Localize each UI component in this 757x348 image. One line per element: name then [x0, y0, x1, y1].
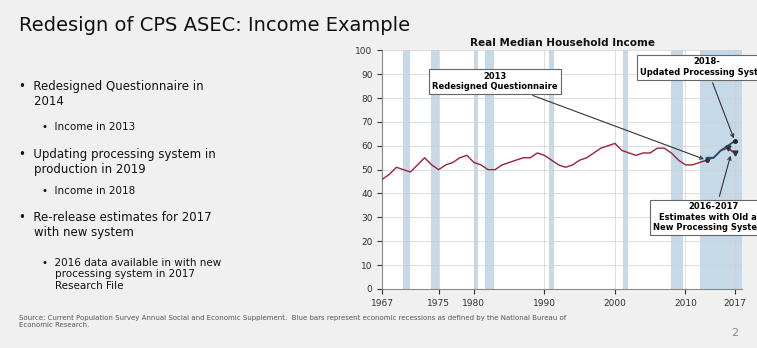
Bar [624, 50, 628, 289]
Text: Source: Current Population Survey Annual Social and Economic Supplement.  Blue b: Source: Current Population Survey Annual… [19, 315, 566, 328]
Bar [474, 50, 478, 289]
Bar [699, 50, 735, 289]
Text: 2018-
Updated Processing System: 2018- Updated Processing System [640, 57, 757, 137]
Text: •  Redesigned Questionnaire in
    2014: • Redesigned Questionnaire in 2014 [19, 80, 204, 108]
Text: •  2016 data available in with new
    processing system in 2017
    Research Fi: • 2016 data available in with new proces… [42, 258, 221, 291]
Title: Real Median Household Income: Real Median Household Income [469, 38, 655, 48]
Text: •  Income in 2018: • Income in 2018 [42, 186, 135, 196]
Bar [403, 50, 410, 289]
Bar [431, 50, 439, 289]
Text: Redesign of CPS ASEC: Income Example: Redesign of CPS ASEC: Income Example [19, 16, 410, 35]
Text: •  Income in 2013: • Income in 2013 [42, 122, 135, 132]
Bar [484, 50, 494, 289]
Text: •  Re-release estimates for 2017
    with new system: • Re-release estimates for 2017 with new… [19, 211, 211, 238]
Bar [671, 50, 683, 289]
Bar [549, 50, 553, 289]
Text: 2016-2017
Estimates with Old and
New Processing Systems*: 2016-2017 Estimates with Old and New Pro… [653, 157, 757, 232]
Text: 2013
Redesigned Questionnaire: 2013 Redesigned Questionnaire [432, 72, 702, 159]
Text: 2: 2 [731, 327, 738, 338]
Text: •  Updating processing system in
    production in 2019: • Updating processing system in producti… [19, 148, 216, 176]
Bar [735, 50, 742, 289]
